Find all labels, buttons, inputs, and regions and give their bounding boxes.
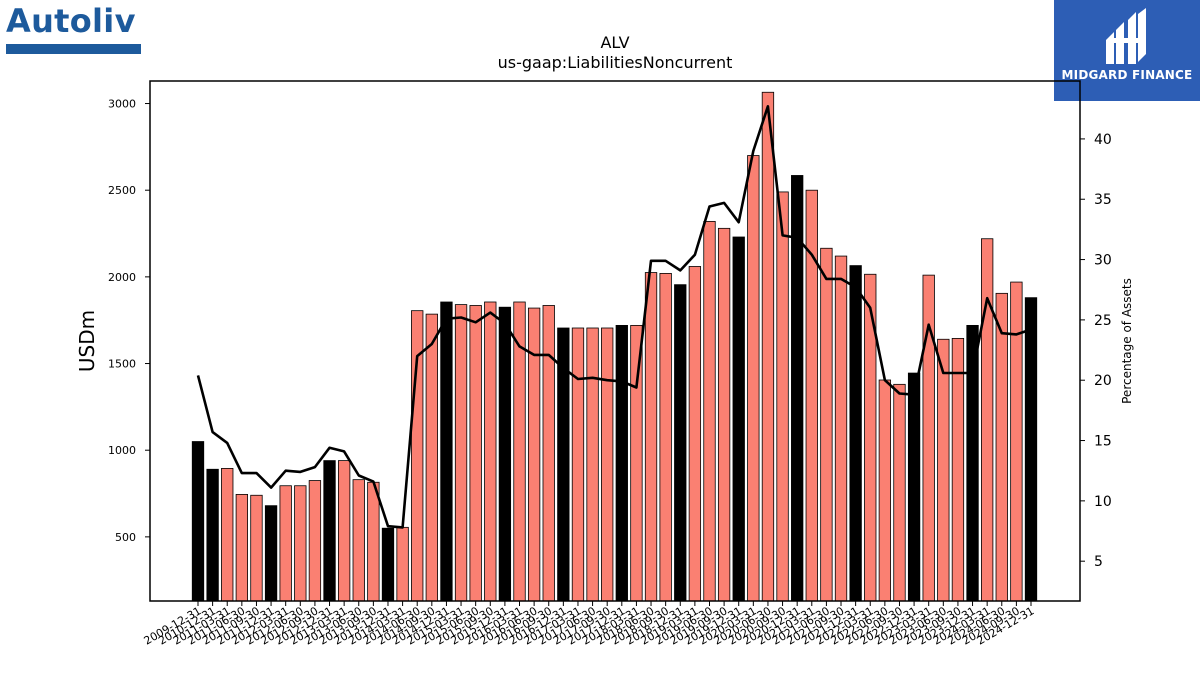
chart-subtitle: us-gaap:LiabilitiesNoncurrent (498, 53, 733, 72)
y-tick-label: 3000 (108, 98, 136, 111)
bar-2015-03-31 (454, 304, 468, 602)
y2-tick-label: 40 (1094, 132, 1112, 148)
bar-2018-03-31 (630, 324, 643, 602)
bar-2021-06-30 (820, 247, 833, 602)
bar-2015-09-30 (484, 301, 497, 602)
plot-frame (149, 80, 1081, 602)
bar-2012-03-31 (279, 485, 292, 602)
bar-2014-09-30 (425, 313, 438, 602)
bar-2023-06-30 (937, 338, 950, 602)
y-axis-label: USDm (75, 310, 99, 372)
bar-2013-12-31 (381, 527, 395, 602)
bar-2012-12-31 (323, 460, 336, 602)
bar-2013-09-30 (367, 481, 380, 602)
y2-tick-label: 15 (1094, 434, 1112, 450)
bar-2009-12-31 (191, 441, 205, 602)
bar-2019-03-31 (688, 266, 702, 602)
bar-2024-09-30 (1010, 281, 1023, 602)
bar-2018-09-30 (659, 272, 672, 602)
y-tick-label: 500 (115, 531, 136, 544)
bar-2014-12-31 (440, 301, 453, 602)
y2-axis-label: Percentage of Assets (1120, 278, 1134, 404)
bar-2017-12-31 (615, 324, 628, 602)
bar-2017-06-30 (586, 327, 599, 602)
bar-2018-12-31 (674, 284, 687, 602)
bar-2011-12-31 (264, 505, 278, 602)
autoliv-logo-text: Autoliv (6, 2, 136, 40)
bar-2016-09-30 (542, 305, 555, 602)
y2-tick-label: 10 (1094, 494, 1112, 510)
x-axis: 2009-12-312010-12-312011-03-312011-06-30… (142, 601, 1037, 648)
y2-tick-label: 5 (1094, 554, 1103, 570)
y2-tick-label: 25 (1094, 313, 1112, 329)
bar-2019-12-31 (732, 236, 745, 602)
y-tick-label: 2500 (108, 184, 136, 197)
y2-tick-label: 35 (1094, 192, 1112, 208)
autoliv-logo: Autoliv (6, 2, 142, 54)
y2-tick-label: 30 (1094, 253, 1112, 269)
line-group (196, 105, 1032, 529)
y2-tick-label: 20 (1094, 373, 1112, 389)
bar-2011-06-30 (235, 493, 248, 602)
midgard-logo-text: MIDGARD FINANCE (1061, 68, 1193, 82)
bars-group (191, 91, 1038, 602)
bar-2024-03-31 (981, 238, 994, 602)
bar-2010-12-31 (206, 468, 219, 602)
bar-2022-12-31 (907, 372, 921, 602)
bar-2017-03-31 (571, 327, 585, 602)
autoliv-logo-underline (6, 44, 141, 54)
bar-2015-06-30 (469, 305, 482, 602)
bar-2022-06-30 (878, 379, 892, 602)
bar-2014-03-31 (396, 526, 409, 602)
midgard-mark-icon (1106, 8, 1146, 64)
midgard-finance-logo: MIDGARD FINANCE (1054, 0, 1200, 101)
bar-2022-09-30 (893, 383, 906, 602)
bar-2015-12-31 (498, 306, 512, 602)
bar-2012-06-30 (294, 485, 307, 602)
y2-axis: 5 10 15 20 25 30 35 40 (1080, 132, 1112, 570)
bar-2023-09-30 (951, 337, 965, 602)
bar-2018-06-30 (644, 272, 658, 602)
bar-2020-06-30 (761, 91, 775, 602)
bar-2011-03-31 (221, 467, 234, 602)
bar-2021-09-30 (834, 255, 848, 602)
y-tick-label: 1000 (108, 444, 136, 457)
bar-2017-09-30 (601, 327, 614, 602)
bar-2019-09-30 (717, 227, 731, 602)
chart-title: ALV (600, 33, 629, 52)
bar-2013-03-31 (337, 460, 351, 602)
bar-2021-12-31 (849, 265, 862, 602)
bar-2020-03-31 (747, 155, 760, 602)
percentage-line (196, 105, 1032, 529)
bar-2013-06-30 (352, 479, 365, 602)
bar-2019-06-30 (703, 220, 716, 602)
bar-2024-06-30 (995, 292, 1008, 602)
bar-2024-12-31 (1024, 297, 1038, 602)
bar-2012-09-30 (308, 480, 322, 602)
y-axis: 500 1000 1500 2000 2500 3000 (108, 98, 150, 544)
y-tick-label: 1500 (108, 358, 136, 371)
bar-2011-09-30 (250, 494, 263, 602)
y-tick-label: 2000 (108, 271, 136, 284)
bar-2020-09-30 (776, 191, 789, 602)
